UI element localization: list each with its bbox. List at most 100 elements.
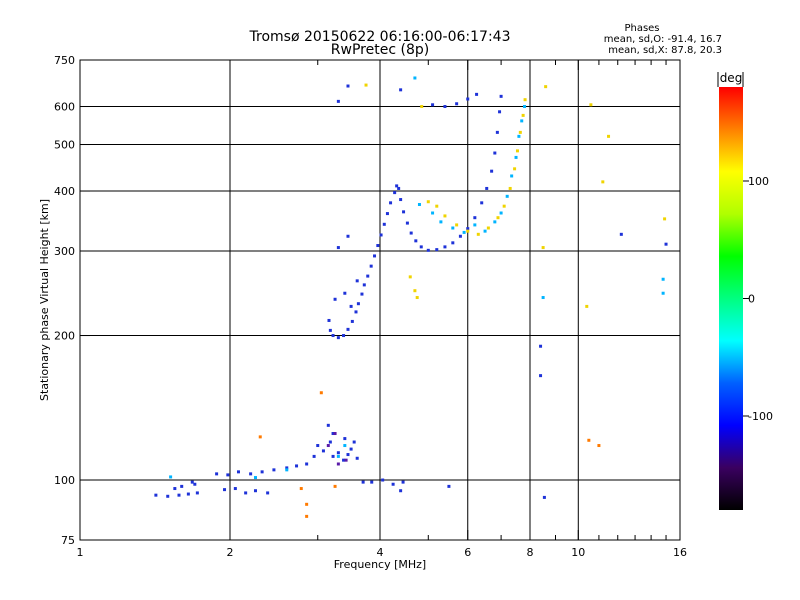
colorbar-ticks: -100 0 100 [743, 175, 773, 423]
x-tick-label: 2 [227, 546, 234, 559]
data-point [299, 487, 303, 491]
colorbar-tick-label: 0 [748, 293, 755, 306]
data-point [369, 264, 373, 268]
data-point [395, 184, 399, 188]
data-point [336, 451, 340, 455]
axis-ticks [79, 59, 681, 541]
data-point [485, 186, 489, 190]
data-point [364, 83, 368, 87]
data-point [244, 491, 248, 495]
data-point [505, 194, 509, 198]
data-point [356, 302, 360, 306]
data-point [173, 487, 177, 491]
x-tick-label: 1 [77, 546, 84, 559]
data-point [169, 475, 173, 479]
data-point [336, 99, 340, 103]
data-point [305, 462, 309, 466]
data-point [166, 494, 170, 498]
data-point [328, 328, 332, 332]
data-point [223, 488, 227, 492]
data-point [499, 211, 503, 215]
data-point [539, 344, 543, 348]
data-point [349, 447, 353, 451]
data-point [455, 223, 459, 227]
data-point [328, 440, 332, 444]
data-point [589, 103, 593, 107]
data-point [350, 319, 354, 323]
data-point [355, 279, 359, 283]
data-point [513, 167, 517, 171]
data-point [520, 119, 524, 123]
data-point [385, 212, 389, 216]
data-point [523, 105, 527, 109]
data-point [331, 432, 335, 436]
data-point [305, 502, 309, 506]
data-point [415, 296, 419, 300]
data-point [518, 130, 522, 134]
y-tick-label: 500 [54, 139, 75, 152]
data-point [486, 226, 490, 230]
data-point [343, 291, 347, 295]
data-point [249, 472, 253, 476]
data-point [190, 480, 194, 484]
colorbar [719, 87, 743, 510]
data-point [346, 453, 350, 457]
data-point [352, 440, 356, 444]
data-point [260, 470, 264, 474]
data-point [333, 484, 337, 488]
x-tick-label: 8 [527, 546, 534, 559]
data-point [458, 234, 462, 238]
data-point [517, 134, 521, 138]
data-point [510, 174, 514, 178]
data-point [439, 220, 443, 224]
data-point [502, 204, 506, 208]
data-point [483, 229, 487, 233]
colorbar-tick-label: 100 [748, 175, 769, 188]
data-point [333, 297, 337, 301]
data-point [480, 201, 484, 205]
x-tick-label: 10 [571, 546, 585, 559]
x-tick-label: 16 [673, 546, 687, 559]
data-point [514, 155, 518, 159]
data-point [285, 466, 289, 470]
data-point [331, 454, 335, 458]
data-point [336, 336, 340, 340]
data-point [344, 458, 348, 462]
data-point [475, 92, 479, 96]
y-tick-label: 600 [54, 101, 75, 114]
data-point [389, 201, 393, 205]
data-point [366, 274, 370, 278]
y-tick-label: 300 [54, 245, 75, 258]
data-point [409, 231, 413, 235]
data-point [186, 492, 190, 496]
data-point [544, 85, 548, 89]
data-point [391, 482, 395, 486]
phase-stats-heading: Phases [624, 23, 659, 34]
data-point [663, 217, 667, 221]
data-point [346, 327, 350, 331]
data-point [316, 444, 320, 448]
data-point [233, 487, 237, 491]
data-point [521, 113, 525, 117]
data-point [435, 204, 439, 208]
data-point [399, 198, 403, 202]
data-point [499, 94, 503, 98]
data-point [451, 241, 455, 245]
data-point [258, 435, 262, 439]
data-point [601, 180, 605, 184]
data-point [285, 468, 289, 472]
data-point [493, 151, 497, 155]
y-tick-label: 75 [61, 534, 75, 547]
data-point [473, 223, 477, 227]
data-point [426, 200, 430, 204]
data-point [413, 76, 417, 80]
data-point [431, 211, 435, 215]
gridlines [80, 60, 680, 540]
data-point [305, 514, 309, 518]
data-point [336, 246, 340, 250]
data-point [402, 210, 406, 214]
data-point [451, 226, 455, 230]
data-point [431, 103, 435, 107]
data-point [443, 214, 447, 218]
